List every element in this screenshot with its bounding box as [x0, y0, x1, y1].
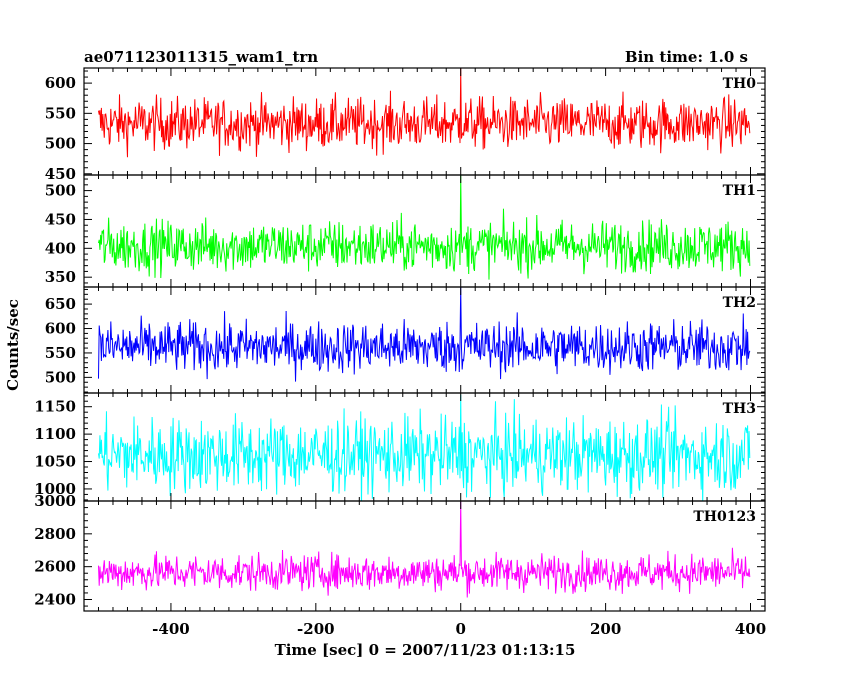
panel-frame	[83, 174, 766, 288]
y-tick-label: 400	[45, 239, 76, 257]
y-tick-label: 2800	[34, 525, 76, 543]
y-tick-label: 2600	[34, 558, 76, 576]
y-tick-label: 500	[45, 182, 76, 200]
x-tick-label: 0	[456, 620, 466, 638]
panel-label: TH1	[723, 183, 756, 199]
y-tick-label: 650	[45, 295, 76, 313]
x-tick-labels: -400 -200 0 200 400	[152, 620, 766, 638]
panel-frame	[83, 500, 766, 612]
x-tick-label: -400	[152, 620, 190, 638]
y-tick-label: 2400	[34, 591, 76, 609]
y-tick-label: 3000	[34, 492, 76, 510]
y-tick-label: 450	[45, 210, 76, 228]
panel-th1: TH1 350 400 450 500	[45, 174, 766, 288]
x-tick-label: 400	[735, 620, 766, 638]
y-tick-label: 500	[45, 135, 76, 153]
panel-th2: TH2 500 550 600 650	[45, 286, 766, 394]
series-th3	[97, 394, 751, 501]
y-tick-label: 550	[45, 344, 76, 362]
panel-th0123: TH0123 2400 2600 2800 3000	[34, 492, 766, 612]
y-tick-label: 600	[45, 320, 76, 338]
panel-group: TH0450500550600TH1350400450500TH25005506…	[34, 67, 766, 638]
series-th2	[97, 287, 751, 382]
y-tick-label: 1050	[34, 453, 76, 471]
series-th1	[98, 175, 751, 280]
chart-title: ae071123011315_wam1_trn	[84, 48, 318, 66]
panel-label: TH0123	[693, 509, 756, 525]
panel-th0: TH0 450 500 550 600	[45, 67, 766, 183]
y-tick-label: 1000	[34, 480, 76, 498]
y-tick-label: 1100	[34, 425, 76, 443]
panel-label: TH3	[723, 401, 756, 417]
y-tick-label: 500	[45, 368, 76, 386]
bin-time-label: Bin time: 1.0 s	[625, 48, 748, 66]
panel-label: TH2	[723, 295, 756, 311]
y-axis-label: Counts/sec	[4, 299, 22, 391]
y-tick-label: 450	[45, 165, 76, 183]
y-tick-label: 1150	[34, 398, 76, 416]
y-tick-label: 600	[45, 74, 76, 92]
x-axis-label: Time [sec] 0 = 2007/11/23 01:13:15	[275, 641, 576, 659]
panel-label: TH0	[723, 76, 757, 92]
series-th0123	[97, 501, 751, 598]
x-tick-label: -200	[297, 620, 335, 638]
series-th0	[97, 68, 751, 158]
panel-th3: TH3 1000 1050 1100 1150	[34, 392, 766, 502]
y-tick-label: 350	[45, 268, 76, 286]
x-tick-label: 200	[590, 620, 621, 638]
y-tick-label: 550	[45, 104, 76, 122]
